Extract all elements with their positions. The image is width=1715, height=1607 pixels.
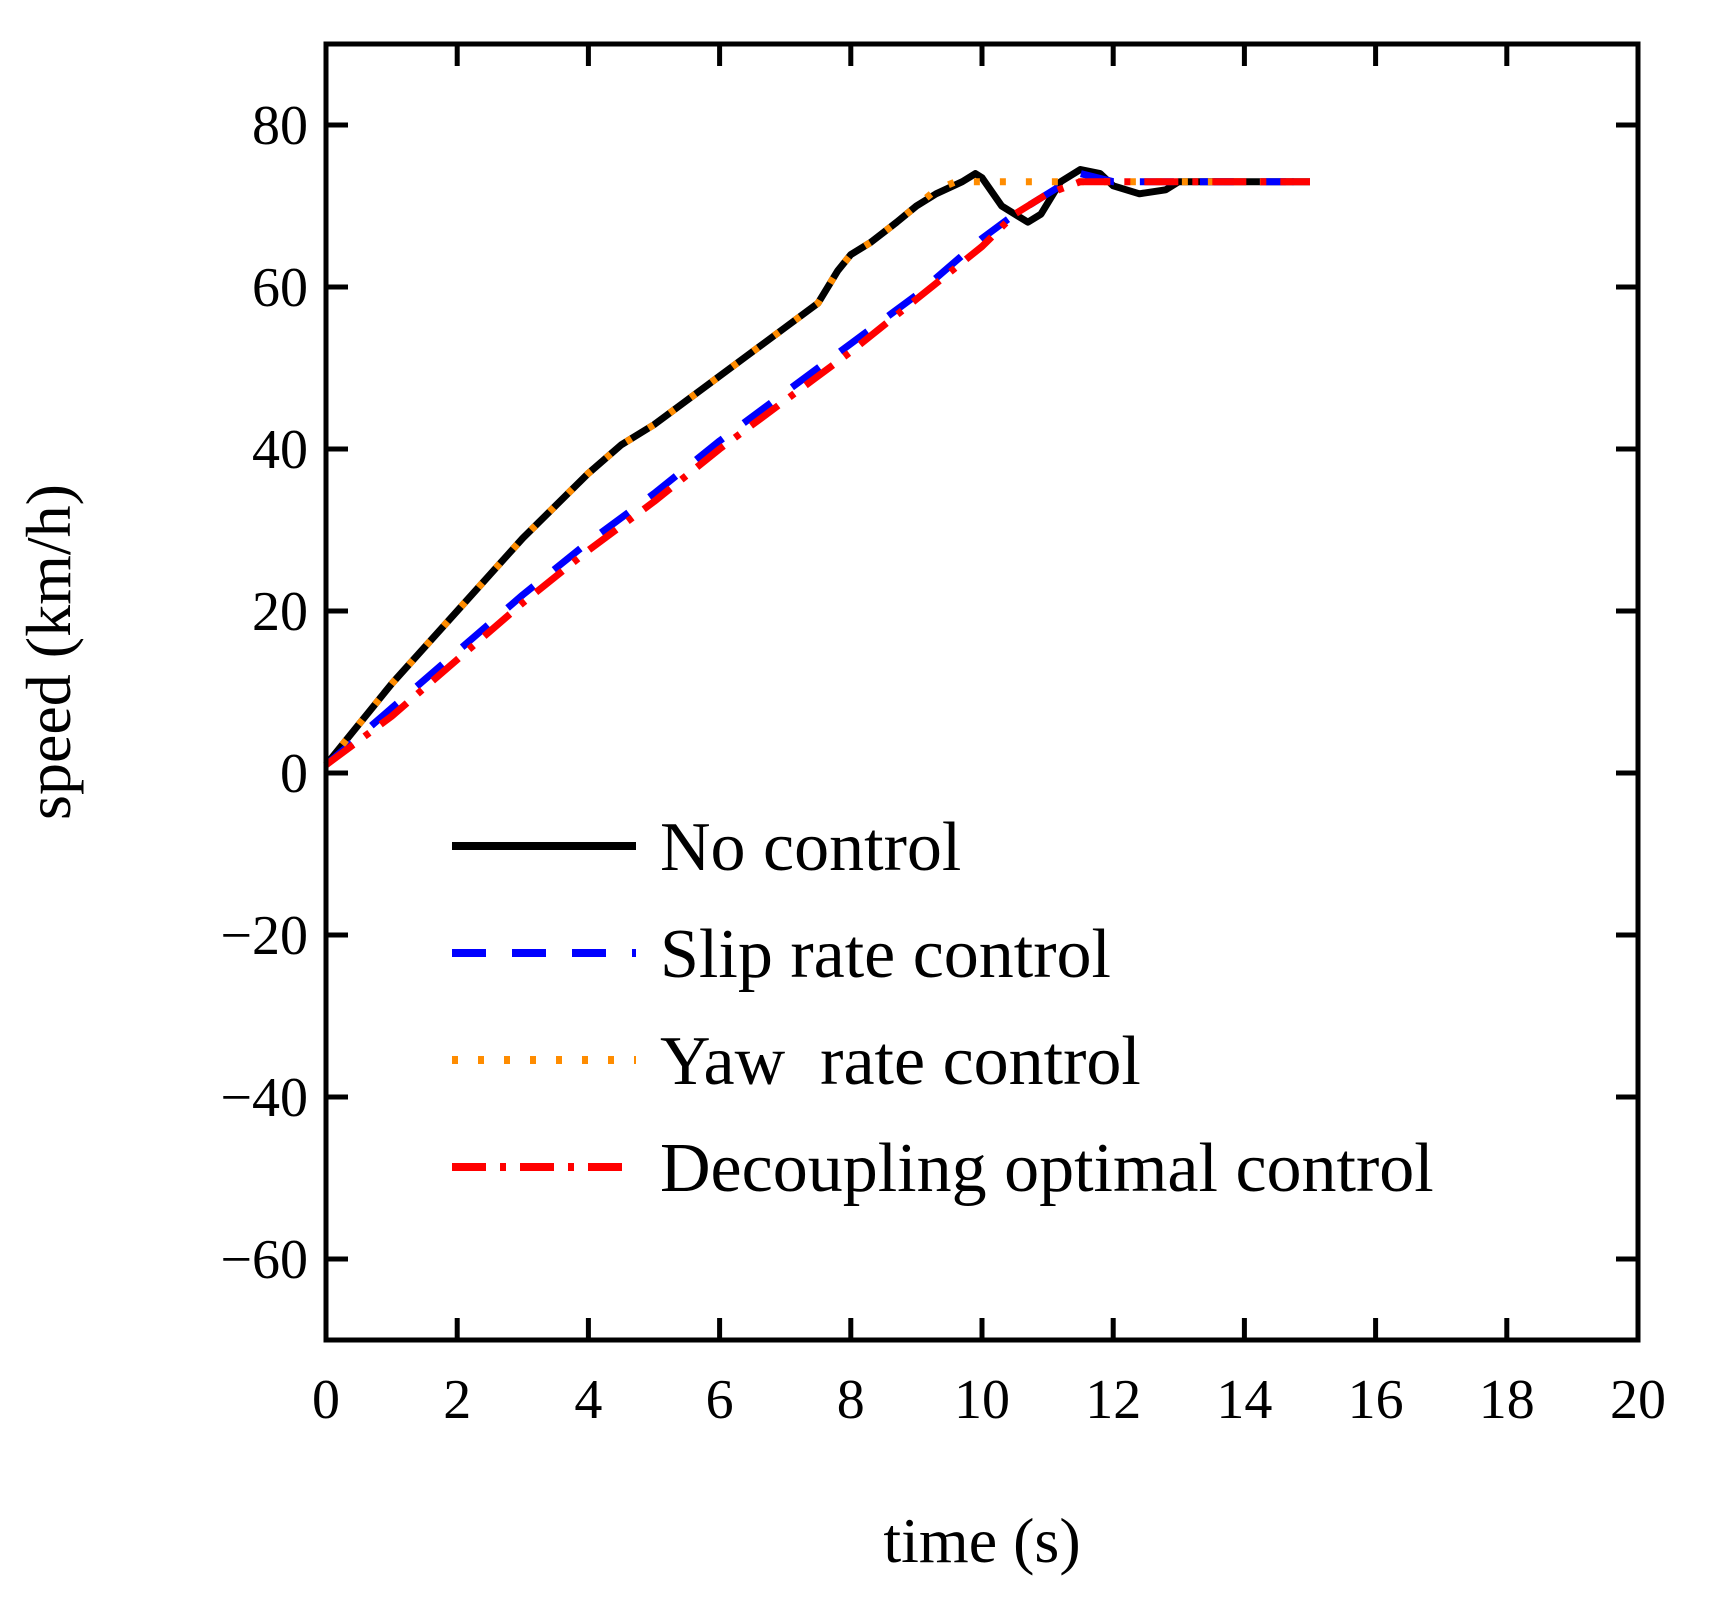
legend-label-3: Decoupling optimal control — [660, 1130, 1434, 1207]
x-tick-label: 14 — [1216, 1369, 1272, 1431]
x-tick-label: 0 — [312, 1369, 340, 1431]
legend-label-2: Yaw rate control — [660, 1023, 1141, 1100]
x-tick-label: 6 — [706, 1369, 734, 1431]
y-axis-title: speed (km/h) — [13, 484, 84, 820]
x-tick-label: 20 — [1610, 1369, 1666, 1431]
y-tick-label: 40 — [252, 419, 308, 481]
y-tick-label: −40 — [220, 1067, 308, 1129]
y-tick-label: 80 — [252, 95, 308, 157]
series-line-2 — [323, 178, 1310, 768]
series-line-1 — [323, 170, 1310, 768]
x-tick-label: 8 — [837, 1369, 865, 1431]
x-tick-label: 12 — [1085, 1369, 1141, 1431]
x-tick-label: 16 — [1348, 1369, 1404, 1431]
series-layer — [323, 166, 1310, 768]
x-tick-label: 2 — [443, 1369, 471, 1431]
y-tick-label: 60 — [252, 257, 308, 319]
legend-label-0: No control — [660, 809, 961, 886]
y-tick-label: −60 — [220, 1229, 308, 1291]
legend-label-1: Slip rate control — [660, 916, 1111, 993]
x-axis-title: time (s) — [883, 1505, 1080, 1576]
y-tick-label: 20 — [252, 581, 308, 643]
series-line-3 — [323, 178, 1310, 768]
tick-layer: 0 2 4 6 8 10 12 14 16 18 20 −60 −40 −20 0 20 40 60 80 — [220, 44, 1666, 1431]
series-line-0 — [323, 166, 1310, 768]
legend: No control Slip rate control Yaw rate cont… — [452, 809, 1434, 1207]
y-tick-label: −20 — [220, 905, 308, 967]
x-tick-label: 18 — [1479, 1369, 1535, 1431]
y-tick-label: 0 — [280, 743, 308, 805]
x-tick-label: 10 — [954, 1369, 1010, 1431]
x-tick-label: 4 — [574, 1369, 602, 1431]
